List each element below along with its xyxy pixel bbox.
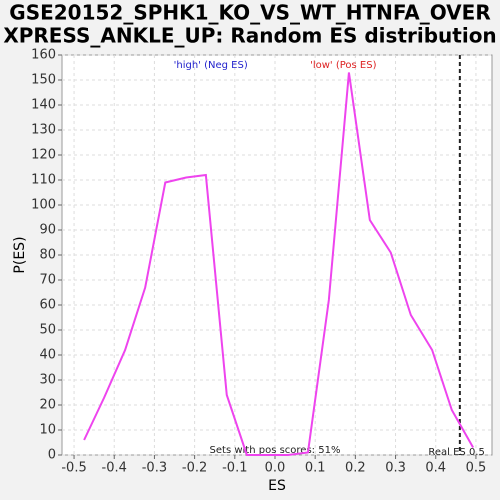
line-series xyxy=(83,72,474,456)
y-tick-label: 60 xyxy=(39,298,56,313)
y-tick-label: 100 xyxy=(31,198,56,213)
y-tick-label: 120 xyxy=(31,148,56,163)
y-tick-label: 150 xyxy=(31,73,56,88)
x-tick-label: -0.4 xyxy=(102,461,127,476)
y-tick-label: 10 xyxy=(39,423,56,438)
x-tick-label: 0.3 xyxy=(385,461,406,476)
y-tick-label: 50 xyxy=(39,323,56,338)
y-tick-label: 80 xyxy=(39,248,56,263)
chart-title: GSE20152_SPHK1_KO_VS_WT_HTNFA_OVER xyxy=(9,1,490,25)
y-tick-label: 160 xyxy=(31,48,56,63)
real-es-label: Real ES 0.5 xyxy=(428,447,484,458)
footer-text: Sets with pos scores: 51% xyxy=(210,445,341,456)
x-tick-label: -0.1 xyxy=(222,461,247,476)
y-tick-label: 70 xyxy=(39,273,56,288)
chart-title: XPRESS_ANKLE_UP: Random ES distribution xyxy=(3,24,496,48)
x-tick-label: 0.5 xyxy=(466,461,487,476)
y-tick-label: 130 xyxy=(31,123,56,138)
x-tick-label: 0.1 xyxy=(305,461,326,476)
y-tick-label: 20 xyxy=(39,398,56,413)
x-tick-label: -0.5 xyxy=(61,461,86,476)
y-tick-label: 140 xyxy=(31,98,56,113)
x-axis-label: ES xyxy=(268,478,286,494)
y-tick-label: 90 xyxy=(39,223,56,238)
x-tick-label: 0.2 xyxy=(345,461,366,476)
y-tick-label: 0 xyxy=(48,448,56,463)
x-tick-label: 0.0 xyxy=(265,461,286,476)
x-tick-label: -0.2 xyxy=(182,461,207,476)
x-tick-label: 0.4 xyxy=(425,461,446,476)
plot-area xyxy=(61,54,493,456)
y-tick-label: 40 xyxy=(39,348,56,363)
y-tick-label: 30 xyxy=(39,373,56,388)
y-axis-label: P(ES) xyxy=(12,236,28,273)
annotation: 'low' (Pos ES) xyxy=(310,60,377,71)
y-tick-label: 110 xyxy=(31,173,56,188)
x-tick-label: -0.3 xyxy=(142,461,167,476)
annotation: 'high' (Neg ES) xyxy=(174,60,248,71)
